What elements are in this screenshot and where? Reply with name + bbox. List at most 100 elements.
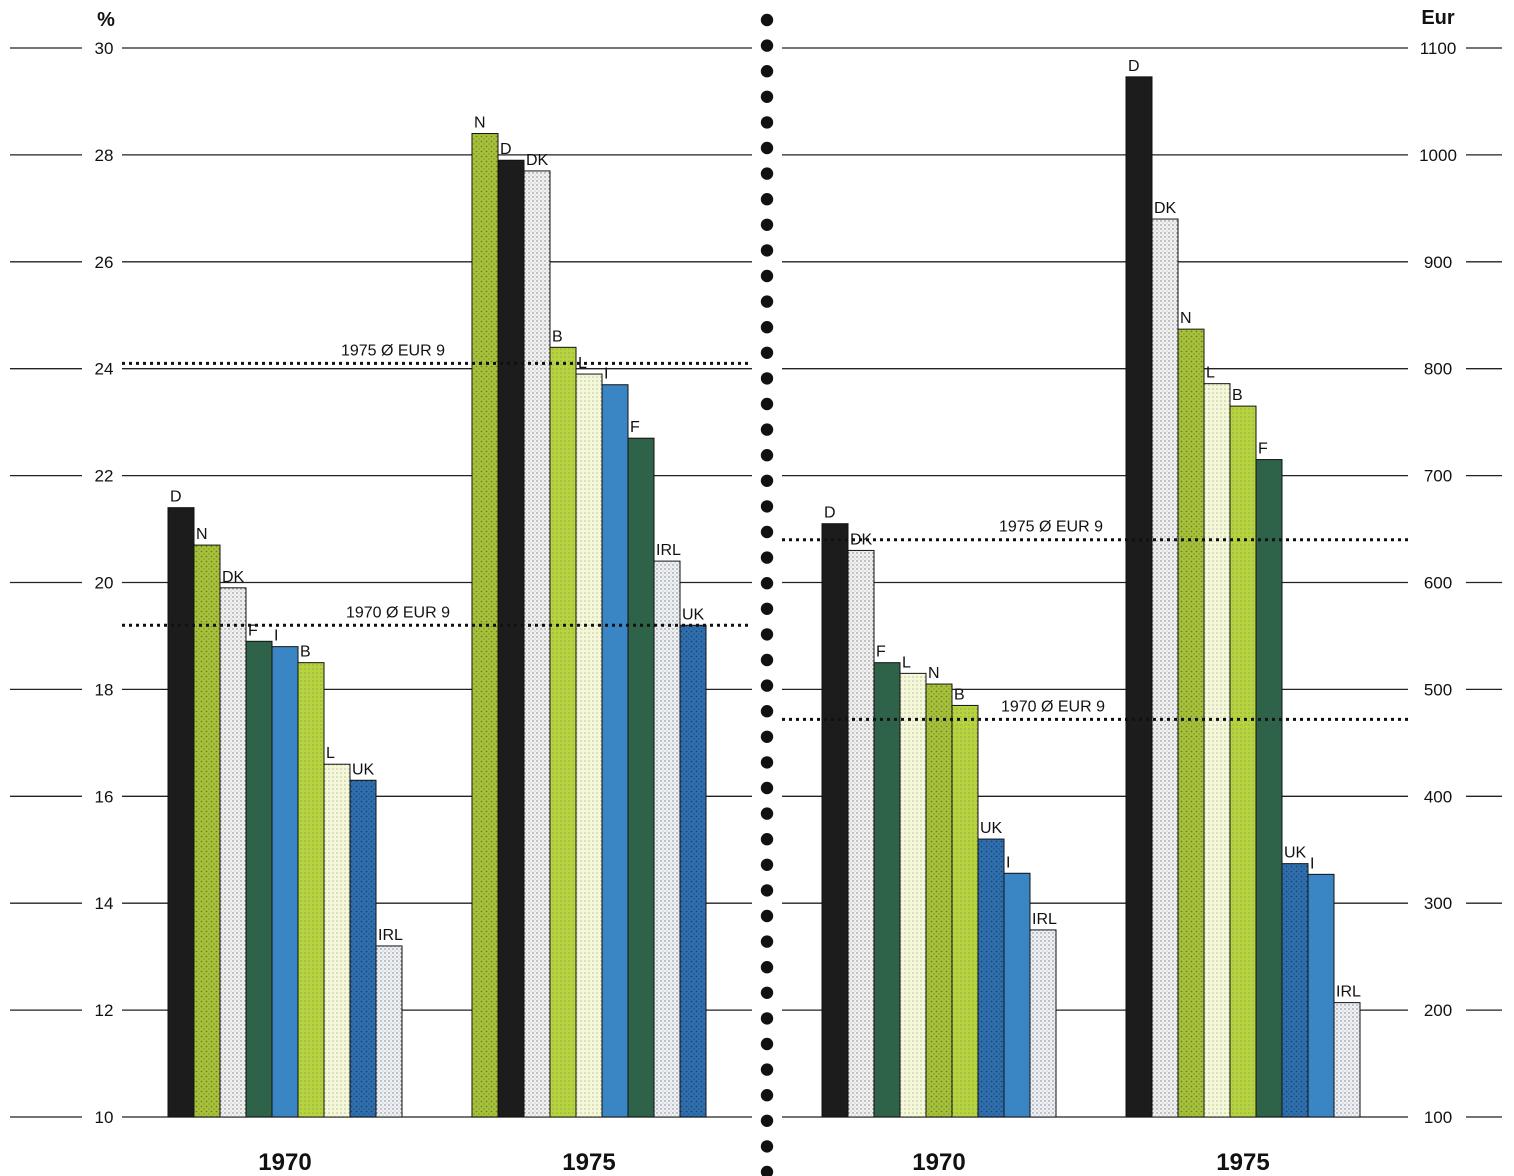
y-tick-label: 12 [95,1001,114,1020]
y-tick-label: 700 [1424,467,1452,486]
bar-texture [926,684,952,1117]
separator-dot [760,1037,774,1051]
bar-label: I [1006,854,1010,871]
y-tick-label: 300 [1424,894,1452,913]
separator-dot [760,193,774,206]
separator-dot [760,1140,774,1153]
separator-dot [760,1089,774,1102]
bar-i [1307,873,1335,1118]
bar-label: B [552,328,563,345]
bar-i [1003,872,1031,1118]
y-tick-label: 100 [1424,1108,1452,1127]
y-unit-label: Eur [1421,7,1455,29]
bar-f [627,437,655,1118]
bar-texture [1152,219,1178,1118]
bar-label: L [1206,365,1215,382]
bar-texture [220,587,246,1117]
bar-texture [324,764,350,1117]
separator-dot [760,807,774,820]
separator-dot [760,679,774,692]
group-label: 1970 [258,1149,311,1176]
separator-dot [760,13,774,27]
separator-dot [760,372,774,385]
bar-label: D [170,489,182,506]
bar-label: F [1258,441,1268,458]
bar-texture [376,945,402,1117]
separator-dot [760,628,774,641]
bar-label: I [1310,855,1314,872]
y-tick-label: 24 [95,360,114,379]
bar-texture [550,347,576,1117]
bar-label: F [248,622,258,639]
separator-dot [760,986,774,999]
separator-dot [760,141,774,155]
average-label: 1975 Ø EUR 9 [999,519,1103,536]
separator-dot [760,1012,774,1025]
bar-label: B [300,644,311,661]
separator-dot [760,295,774,308]
separator-dot [760,397,774,411]
separator-dot [760,577,774,590]
separator-dot [760,730,774,743]
bar-label: DK [222,569,245,586]
y-tick-label: 400 [1424,787,1452,806]
bar-label: UK [682,606,705,623]
average-label: 1970 Ø EUR 9 [346,604,450,621]
separator-dot [760,833,774,846]
bar-label: UK [980,820,1003,837]
bar-label: IRL [1032,911,1057,928]
bar-texture [1334,1002,1360,1117]
bar-texture [952,705,978,1117]
separator-dot [760,858,774,871]
separator-dot [760,884,774,897]
bar-label: IRL [378,927,403,944]
y-tick-label: 500 [1424,680,1452,699]
separator-dot [760,346,774,359]
separator-dot [760,705,774,718]
separator-dot [760,321,774,334]
separator-dot [760,423,774,436]
bar-label: DK [1154,200,1177,217]
y-tick-label: 900 [1424,253,1452,272]
separator-dot [760,935,774,948]
bar-label: N [474,115,486,132]
bar-texture [194,545,220,1117]
bar-label: B [1232,387,1243,404]
y-tick-label: 20 [95,574,114,593]
separator-dot [760,653,774,667]
group-label: 1975 [562,1149,615,1176]
bar-label: D [824,505,836,522]
bar-label: IRL [1336,984,1361,1001]
bar-label: L [902,654,911,671]
y-tick-label: 22 [95,467,114,486]
group-label: 1975 [1216,1149,1269,1176]
y-tick-label: 14 [95,894,114,913]
separator-dot [760,525,774,539]
bar-label: I [604,366,608,383]
bar-texture [900,673,926,1117]
separator-dot [760,756,774,769]
bar-label: D [1128,58,1140,75]
separator-dot [760,1063,774,1076]
y-tick-label: 30 [95,39,114,58]
y-tick-label: 600 [1424,574,1452,593]
separator-dot [760,39,774,52]
average-label: 1975 Ø EUR 9 [341,342,445,359]
bar-texture [350,780,376,1117]
bar-texture [298,662,324,1117]
separator-dot [760,781,774,795]
separator-dot [760,500,774,513]
bar-i [271,646,299,1118]
bar-d [1125,76,1153,1118]
bar-texture [1230,406,1256,1117]
y-unit-label: % [97,9,115,31]
bar-i [601,384,629,1118]
bar-label: B [954,686,965,703]
separator-dot [760,167,774,180]
bar-label: DK [850,531,873,548]
y-tick-label: 800 [1424,360,1452,379]
separator-dot [760,909,774,923]
bar-label: L [578,355,587,372]
